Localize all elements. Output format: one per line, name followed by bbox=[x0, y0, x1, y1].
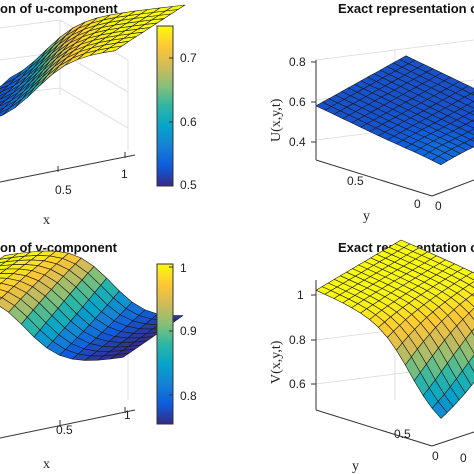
colorbar-v-frame bbox=[156, 263, 174, 425]
colorbar-u: 0.7 0.6 0.5 bbox=[156, 25, 197, 192]
surface-patch bbox=[0, 107, 5, 112]
surface-patch bbox=[470, 137, 474, 142]
colorbar-v-gradient bbox=[157, 264, 173, 424]
panel-u-numerical-axes bbox=[0, 152, 136, 183]
panel-v-exact-ztick-2: 0.6 bbox=[289, 377, 306, 391]
surface-patch bbox=[467, 128, 474, 136]
colorbar-v-tick-2: 0.8 bbox=[180, 389, 197, 403]
panel-v-exact-ytick-1: 0 bbox=[432, 449, 439, 463]
panel-v-exact-ylabel: y bbox=[352, 459, 359, 474]
panel-v-numerical-axes bbox=[0, 407, 136, 439]
panel-v-numerical-xtick-1: 1 bbox=[124, 408, 131, 422]
panel-u-numerical-xlabel: x bbox=[43, 213, 50, 228]
colorbar-u-tick-1: 0.6 bbox=[180, 115, 197, 129]
panel-v-exact-axes bbox=[311, 280, 474, 447]
colorbar-v-tick-0: 1 bbox=[180, 261, 187, 275]
surface-patch bbox=[0, 92, 8, 100]
colorbar-v-tick-1: 0.9 bbox=[180, 324, 197, 338]
panel-v-exact-ytick-0: 0.5 bbox=[394, 427, 411, 441]
surface-patch bbox=[470, 91, 474, 96]
surface-patch bbox=[0, 107, 10, 117]
panel-v-exact-xtick-0: 0 bbox=[460, 451, 467, 465]
colorbar-v: 1 0.9 0.8 bbox=[156, 261, 197, 425]
panel-v-exact-zlabel: V(x,y,t) bbox=[269, 340, 284, 384]
panel-u-exact-ztick-1: 0.6 bbox=[289, 95, 306, 109]
panel-u-numerical-xtick-1: 1 bbox=[121, 167, 128, 181]
surface-patch bbox=[431, 401, 448, 419]
colorbar-u-tick-2: 0.5 bbox=[180, 178, 197, 192]
panel-u-exact-surface bbox=[315, 55, 474, 166]
panel-u-exact-zlabel: U(x,y,t) bbox=[269, 98, 284, 142]
surface-patch bbox=[468, 354, 474, 373]
surface-patch bbox=[468, 281, 474, 289]
colorbar-u-tick-0: 0.7 bbox=[180, 51, 197, 65]
surface-patch bbox=[0, 261, 6, 267]
panel-v-numerical: on of v-component 0.5 1 x bbox=[0, 240, 184, 472]
panel-v-numerical-xlabel: x bbox=[43, 457, 50, 472]
panel-v-numerical-xtick-0: 0.5 bbox=[56, 423, 73, 437]
panel-u-numerical-title: on of u-component bbox=[0, 1, 118, 16]
panel-u-exact: Exact representation o 0.8 0.6 0.4 U(x,y… bbox=[269, 1, 474, 224]
colorbar-u-gradient bbox=[157, 26, 173, 186]
surface-patch bbox=[471, 328, 474, 336]
panel-u-exact-ytick-0: 0.5 bbox=[347, 174, 364, 188]
panel-u-exact-axes bbox=[311, 60, 474, 197]
panel-u-numerical: on of u-component 0.5 1 x bbox=[0, 1, 186, 228]
panel-u-numerical-xtick-0: 0.5 bbox=[55, 183, 72, 197]
panel-v-exact-ztick-1: 0.8 bbox=[289, 333, 306, 347]
panel-v-exact: Exact representation o 1 0.8 0.6 V(x,y,t… bbox=[269, 239, 474, 474]
surface-patch bbox=[0, 100, 6, 106]
panel-v-exact-ztick-0: 1 bbox=[297, 288, 304, 302]
panel-v-numerical-title: on of v-component bbox=[0, 240, 118, 255]
surface-patch bbox=[0, 85, 9, 93]
panel-u-numerical-surface bbox=[0, 4, 186, 117]
panel-v-exact-surface bbox=[315, 239, 474, 419]
panel-u-exact-ylabel: y bbox=[363, 209, 370, 224]
panel-v-numerical-surface bbox=[0, 250, 184, 361]
surface-patch bbox=[431, 156, 448, 166]
panel-u-exact-ztick-0: 0.8 bbox=[289, 55, 306, 69]
panel-u-exact-ytick-1: 0 bbox=[414, 197, 421, 211]
panel-u-exact-ztick-2: 0.4 bbox=[289, 135, 306, 149]
panel-u-exact-title: Exact representation o bbox=[338, 1, 474, 16]
surface-patch bbox=[0, 268, 7, 274]
colorbar-u-frame bbox=[156, 25, 174, 187]
surface-patch bbox=[84, 355, 104, 361]
panel-u-exact-xtick-0: 0 bbox=[435, 199, 442, 213]
surface-patch bbox=[0, 100, 12, 110]
surface-patch bbox=[468, 307, 474, 321]
surface-patch bbox=[0, 91, 2, 94]
